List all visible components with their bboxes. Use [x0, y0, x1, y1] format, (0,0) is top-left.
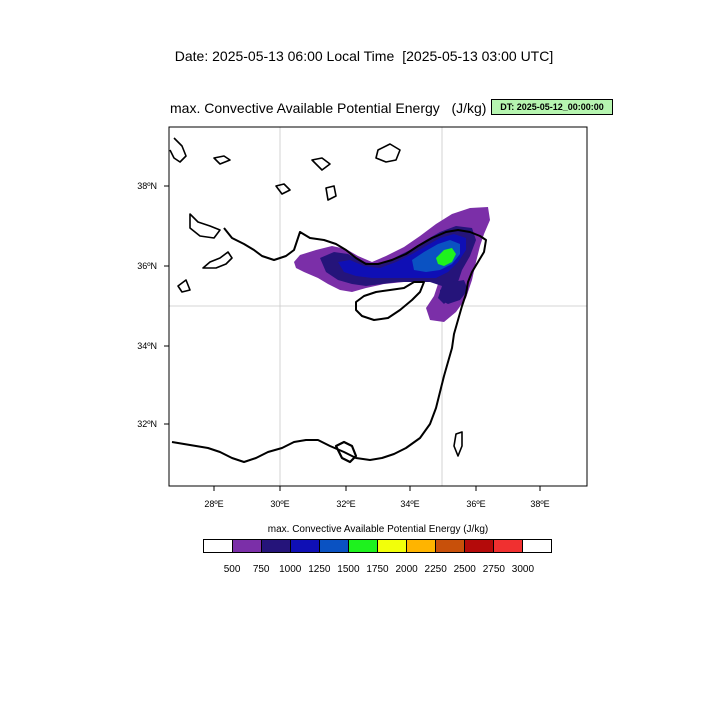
y-tick-label: 38ºN [137, 181, 157, 191]
y-tick-label: 32ºN [137, 419, 157, 429]
legend-swatch [436, 540, 465, 552]
legend-tick-label: 2250 [424, 564, 447, 575]
legend-tick-labels: 500 750 1000 1250 1500 1750 2000 2250 2500 2750 30… [203, 564, 552, 576]
legend-tick-label: 2750 [482, 564, 505, 575]
legend-swatch [523, 540, 551, 552]
legend-tick-label: 3000 [511, 564, 535, 575]
legend-swatch [233, 540, 262, 552]
legend-swatch [494, 540, 523, 552]
page-header: Date: 2025-05-13 06:00 Local Time [2025-0… [0, 48, 720, 64]
coastline-aegean-5 [311, 157, 331, 171]
coastlines [169, 137, 487, 464]
legend-swatch [349, 540, 378, 552]
legend-swatch [465, 540, 494, 552]
coastline-anatolia [223, 227, 487, 295]
coastline-levant [171, 293, 467, 463]
legend-tick-label: 1750 [366, 564, 389, 575]
legend-colorbar [203, 539, 552, 553]
cape-contours [294, 207, 490, 322]
x-tick-label: 30ºE [270, 499, 289, 509]
date-label: Date: 2025-05-13 06:00 Local Time [174, 48, 395, 64]
legend-tick-label: 2000 [395, 564, 418, 575]
dt-badge: DT: 2025-05-12_00:00:00 [491, 99, 613, 115]
legend-tick-label: 500 [223, 564, 241, 575]
coastline-aegean-1 [169, 137, 187, 163]
coastline-aegean-4 [275, 183, 291, 195]
legend-swatch [320, 540, 349, 552]
legend-title: max. Convective Available Potential Ener… [267, 524, 489, 535]
map-content [169, 127, 587, 486]
x-tick-label: 36ºE [466, 499, 485, 509]
legend-tick-label: 1500 [337, 564, 360, 575]
legend-swatch [291, 540, 320, 552]
legend-swatch [378, 540, 407, 552]
cape-1500-band [436, 248, 456, 266]
coastline-cyprus [355, 281, 425, 321]
legend-swatch [204, 540, 233, 552]
x-tick-label: 38ºE [530, 499, 549, 509]
cape-south-lobe [440, 280, 468, 304]
coastline-crete [202, 251, 233, 269]
utc-label: [2025-05-13 03:00 UTC] [402, 48, 554, 64]
legend-tick-label: 2500 [453, 564, 476, 575]
x-tick-label: 32ºE [336, 499, 355, 509]
x-tick-label: 34ºE [400, 499, 419, 509]
legend-tick-label: 750 [252, 564, 270, 575]
x-tick-label: 28ºE [204, 499, 223, 509]
map-frame [168, 126, 588, 487]
legend-swatch [407, 540, 436, 552]
plot-title: max. Convective Available Potential Ener… [170, 100, 487, 116]
coastline-nile-delta [334, 440, 358, 464]
coastline-aegean-3 [177, 279, 191, 293]
legend-swatch [262, 540, 291, 552]
coastline-aegean-7 [375, 143, 401, 163]
coastline-sinai [453, 431, 463, 457]
y-tick-label: 36ºN [137, 261, 157, 271]
axis-ticks [164, 185, 541, 491]
legend-tick-label: 1000 [279, 564, 302, 575]
coastline-aegean-2 [189, 213, 221, 239]
coastline-aegean-8 [213, 155, 231, 165]
y-tick-label: 34ºN [137, 341, 157, 351]
coastline-aegean-6 [325, 185, 337, 201]
map-frame-bg [169, 127, 587, 486]
legend-tick-label: 1250 [308, 564, 331, 575]
